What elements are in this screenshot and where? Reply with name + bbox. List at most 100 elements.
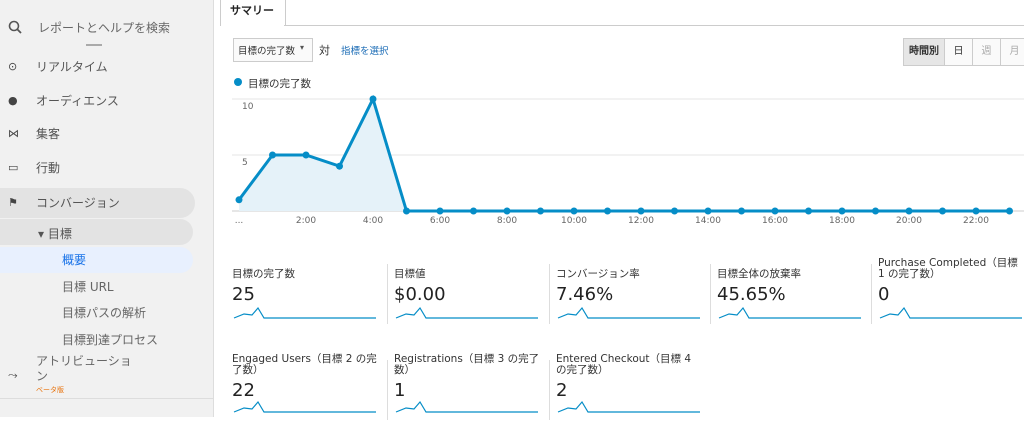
area <box>239 99 1010 211</box>
metric-body: Registrations（目標 3 の完了数） 1 <box>388 354 544 420</box>
data-point <box>537 207 544 215</box>
metric-body: 目標値 $0.00 <box>388 269 544 324</box>
x-tick-label: 10:00 <box>561 216 587 226</box>
metric-value: 1 <box>394 380 406 401</box>
sparkline-path <box>557 400 700 413</box>
sparkline <box>395 306 538 319</box>
nav-item[interactable]: ⚑ コンバージョン <box>0 188 195 218</box>
sub-label: 目標パスの解析 <box>62 306 147 320</box>
attribution[interactable]: アトリビューション <box>36 354 132 383</box>
data-point <box>771 207 779 215</box>
tab[interactable] <box>220 0 286 26</box>
nav-item[interactable]: ▭ 行動 <box>0 153 195 183</box>
x-tick-label: 18:00 <box>829 216 855 226</box>
metric-name: 目標値 <box>394 268 426 280</box>
nav-icon: ⚑ <box>8 196 18 209</box>
data-point <box>570 207 578 215</box>
x-tick-label: 20:00 <box>896 216 922 226</box>
metric-tile[interactable]: 目標の完了数 25 <box>226 264 382 324</box>
metric-tile[interactable]: Registrations（目標 3 の完了数） 1 <box>387 354 544 420</box>
metric-tile[interactable]: Engaged Users（目標 2 の完了数） 22 <box>226 354 382 420</box>
sidebar: レポートとヘルプを検索 ⊙ リアルタイム ● オーディエンス ⋈ 集客 ▭ 行動 ⚑ コンバージョ… <box>0 0 214 417</box>
x-tick-label: 2:00 <box>296 216 316 226</box>
nav-item[interactable]: ⋈ 集客 <box>0 119 195 149</box>
sparkline <box>557 306 700 319</box>
tab-rule <box>284 25 1024 26</box>
x-tick-label: 16:00 <box>762 216 788 226</box>
sparkline <box>233 306 376 319</box>
sub-header-label: ▾ 目標 <box>38 227 72 241</box>
metric-body: Engaged Users（目標 2 の完了数） 22 <box>226 354 382 420</box>
data-point <box>637 207 645 215</box>
sparkline <box>395 400 538 413</box>
sub-label: 目標到達プロセス <box>62 333 159 347</box>
y-tick-label: 10 <box>242 102 254 112</box>
sparkline-path <box>395 306 538 319</box>
metric-value: 2 <box>556 380 568 401</box>
data-point <box>235 196 243 204</box>
metric-dropdown[interactable] <box>233 38 313 62</box>
metric-name: コンバージョン率 <box>556 268 640 280</box>
data-point <box>403 207 410 215</box>
sparkline-path <box>718 306 861 319</box>
metric-name: Engaged Users（目標 2 の完了数） <box>232 353 377 376</box>
data-point <box>604 207 611 215</box>
nav-label: 行動 <box>36 161 61 175</box>
sparkline-path <box>233 306 376 319</box>
metric-name: 目標の完了数 <box>232 268 295 280</box>
sub-item[interactable]: 概要 <box>0 247 193 273</box>
metric-name: Registrations（目標 3 の完了数） <box>394 353 540 376</box>
metric-tile[interactable]: Purchase Completed（目標 1 の完了数） 0 <box>871 258 1024 324</box>
metric-body: コンバージョン率 7.46% <box>550 269 706 324</box>
granularity-button[interactable]: 月 <box>1000 38 1024 66</box>
data-point <box>436 207 444 215</box>
metric-label: 目標の完了数 <box>238 46 296 57</box>
x-tick-label: 22:00 <box>963 216 989 226</box>
sparkline-path <box>395 400 538 413</box>
data-point <box>838 207 846 215</box>
metric-tile[interactable]: Entered Checkout（目標 4 の完了数） 2 <box>549 354 706 420</box>
sub-header[interactable] <box>0 219 193 245</box>
granularity-button[interactable]: 週 <box>972 38 1001 66</box>
nav-icon: ▭ <box>8 161 19 174</box>
metric-value: 25 <box>232 284 255 305</box>
search-icon <box>8 20 22 34</box>
data-point <box>470 207 477 215</box>
x-tick-label: 8:00 <box>497 216 517 226</box>
sparkline <box>718 306 861 319</box>
select-metric-link[interactable]: 指標を選択 <box>341 46 389 57</box>
granularity-button[interactable]: 日 <box>944 38 973 66</box>
nav-label: コンバージョン <box>36 196 120 210</box>
nav-item[interactable]: ⊙ リアルタイム <box>0 52 195 82</box>
attribution-icon: ⤳ <box>8 368 18 382</box>
data-point <box>805 207 812 215</box>
metric-value: 22 <box>232 380 255 401</box>
legend-swatch <box>234 78 242 86</box>
sub-item[interactable]: 目標到達プロセス <box>0 327 193 353</box>
metric-value: 7.46% <box>556 284 614 305</box>
data-point <box>939 207 946 215</box>
sparkline-path <box>557 306 700 319</box>
metric-tile[interactable]: コンバージョン率 7.46% <box>549 264 706 324</box>
sub-item[interactable]: 目標 URL <box>0 274 193 300</box>
x-tick-label: ... <box>235 216 244 226</box>
nav-item[interactable]: ● オーディエンス <box>0 86 195 116</box>
sparkline-path <box>879 306 1022 319</box>
metric-body: Entered Checkout（目標 4 の完了数） 2 <box>550 354 706 420</box>
metric-body: 目標全体の放棄率 45.65% <box>711 269 867 324</box>
data-point <box>905 207 913 215</box>
metric-name: 目標全体の放棄率 <box>717 268 801 280</box>
dropdown-arrow: ▾ <box>300 43 305 52</box>
x-tick-label: 4:00 <box>363 216 383 226</box>
sub-item[interactable]: 目標パスの解析 <box>0 300 193 326</box>
data-point <box>671 207 678 215</box>
data-point <box>972 207 980 215</box>
granularity-button[interactable]: 時間別 <box>903 38 945 66</box>
metric-tile[interactable]: 目標全体の放棄率 45.65% <box>710 264 867 324</box>
metric-tile[interactable]: 目標値 $0.00 <box>387 264 544 324</box>
data-point <box>369 95 377 103</box>
search-box[interactable]: レポートとヘルプを検索 <box>38 21 171 35</box>
versus: 対 <box>319 44 330 57</box>
